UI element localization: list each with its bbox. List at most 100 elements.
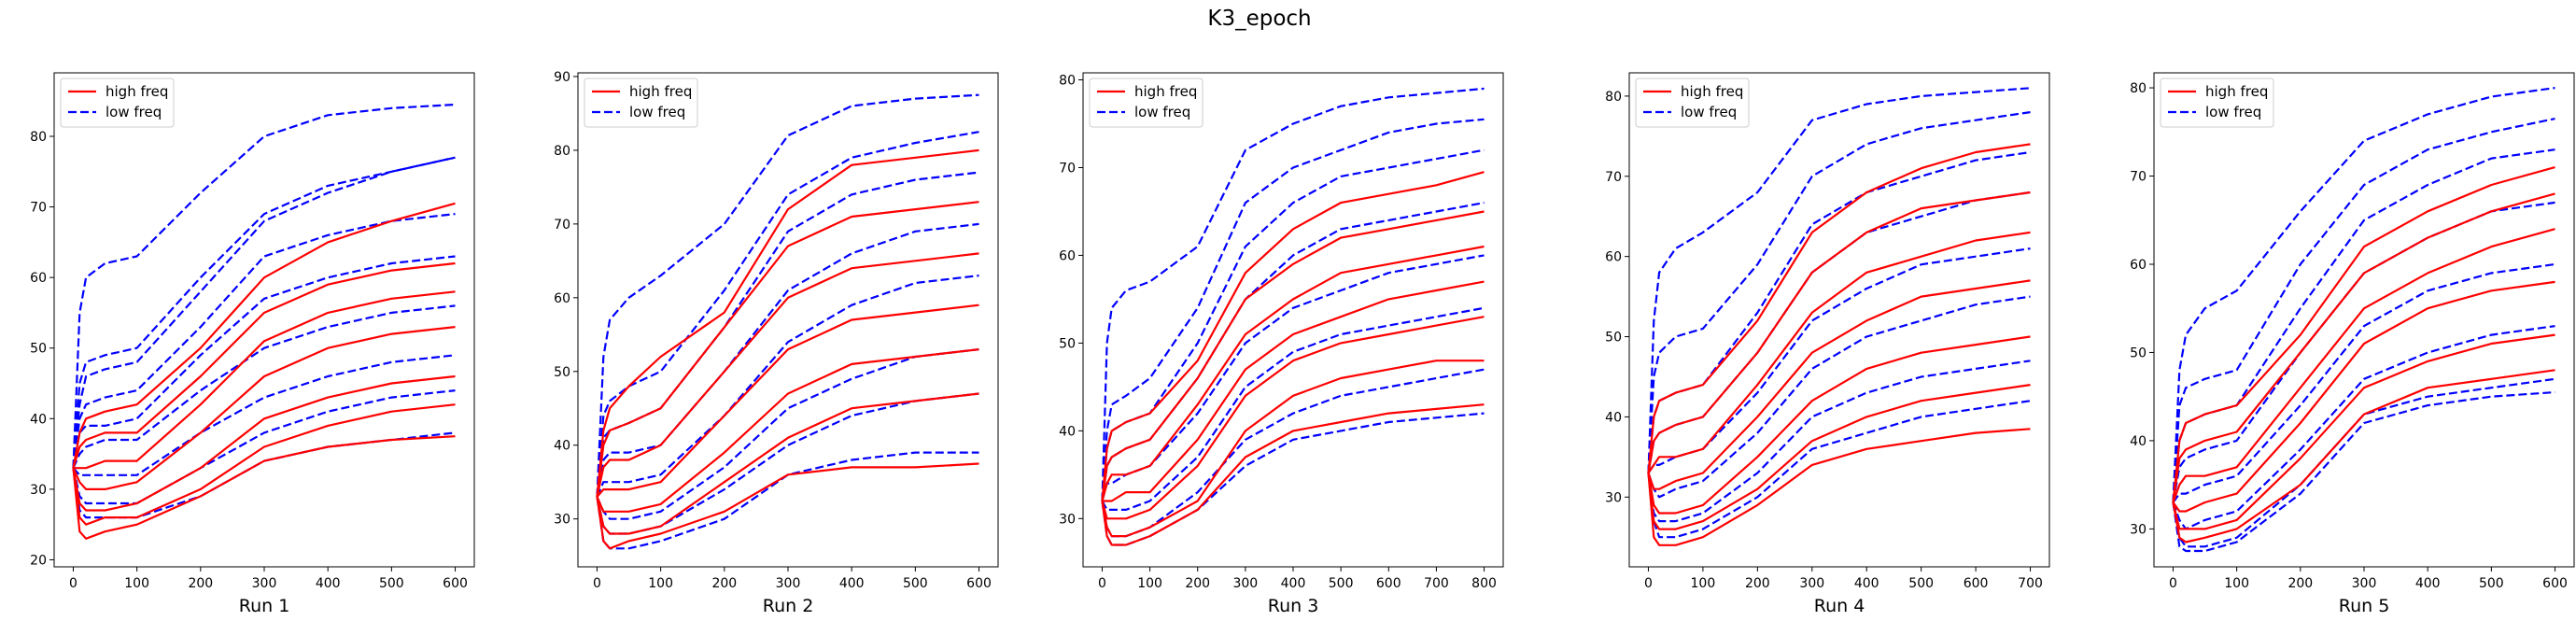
low-freq-line-4 bbox=[72, 213, 456, 469]
legend: high freq low freq bbox=[60, 78, 175, 128]
x-tick-label: 200 bbox=[711, 576, 737, 591]
y-tick-label: 40 bbox=[2130, 434, 2147, 449]
subplot-5: 0 100 200 300 400 500 600 30 40 50 60 70 80 Run 5 high… bbox=[2130, 72, 2575, 616]
x-axis-label: Run 2 bbox=[763, 596, 814, 616]
high-freq-line-14 bbox=[1647, 384, 2031, 530]
low-freq-line-2 bbox=[2172, 118, 2555, 503]
y-tick-label: 80 bbox=[1605, 90, 1622, 105]
y-tick-label: 70 bbox=[1059, 161, 1076, 176]
low-freq-line-2 bbox=[596, 131, 979, 498]
x-tick-label: 500 bbox=[1329, 576, 1354, 591]
low-freq-line-6 bbox=[596, 348, 979, 520]
high-freq-line-14 bbox=[596, 392, 979, 535]
low-freq-line-6 bbox=[72, 304, 456, 469]
x-tick-label: 100 bbox=[648, 576, 673, 591]
y-tick-label: 70 bbox=[2130, 170, 2147, 185]
x-tick-label: 100 bbox=[124, 576, 149, 591]
low-freq-line-7 bbox=[72, 354, 456, 476]
high-freq-line-9 bbox=[2172, 166, 2555, 503]
y-tick-label: 40 bbox=[1605, 410, 1622, 425]
y-tick-label: 60 bbox=[554, 291, 570, 306]
high-freq-line-13 bbox=[1647, 335, 2031, 515]
series-group bbox=[2172, 87, 2555, 553]
x-tick-label: 300 bbox=[1799, 576, 1824, 591]
series-group bbox=[596, 93, 979, 550]
low-freq-line-2 bbox=[1647, 111, 2031, 473]
y-tick-label: 30 bbox=[1059, 512, 1076, 527]
y-tick-label: 60 bbox=[2130, 258, 2147, 273]
high-freq-line-9 bbox=[596, 148, 979, 498]
legend: high freq low freq bbox=[2160, 78, 2274, 128]
high-freq-line-12 bbox=[596, 303, 979, 498]
low-freq-line-5 bbox=[72, 255, 456, 469]
y-tick-label: 80 bbox=[554, 144, 570, 159]
low-freq-line-7 bbox=[1647, 360, 2031, 523]
y-tick-label: 80 bbox=[30, 130, 47, 145]
high-freq-line-13 bbox=[2172, 333, 2555, 530]
y-tick-label: 30 bbox=[554, 513, 570, 528]
x-tick-label: 700 bbox=[1424, 576, 1449, 591]
y-tick-label: 50 bbox=[1605, 331, 1622, 346]
subplot-3: 0 100 200 300 400 500 600 700 800 30 40 50 60 70 80 Run… bbox=[1059, 72, 1504, 616]
y-tick-label: 80 bbox=[1059, 74, 1076, 89]
low-freq-line-3 bbox=[1101, 148, 1485, 501]
low-freq-line-6 bbox=[2172, 325, 2555, 530]
x-tick-label: 500 bbox=[2479, 576, 2504, 591]
x-tick-label: 400 bbox=[316, 576, 341, 591]
x-tick-label: 300 bbox=[252, 576, 277, 591]
x-axis-label: Run 5 bbox=[2339, 596, 2390, 616]
low-freq-line-5 bbox=[1101, 254, 1485, 501]
low-freq-line-1 bbox=[1101, 87, 1485, 501]
axes-frame bbox=[577, 72, 999, 568]
high-freq-line-15 bbox=[1101, 403, 1485, 546]
low-freq-line-3 bbox=[72, 156, 456, 469]
low-freq-line-2 bbox=[1101, 118, 1485, 501]
low-freq-line-7 bbox=[596, 392, 979, 535]
x-tick-label: 400 bbox=[2415, 576, 2441, 591]
high-freq-line-12 bbox=[1102, 280, 1485, 502]
high-freq-line-10 bbox=[1647, 191, 2031, 473]
x-tick-label: 100 bbox=[1137, 576, 1162, 591]
x-tick-label: 200 bbox=[1185, 576, 1210, 591]
high-freq-line-9 bbox=[1647, 143, 2031, 473]
low-freq-line-5 bbox=[2172, 262, 2555, 503]
legend-low-freq-label: low freq bbox=[1681, 104, 1737, 120]
y-tick-label: 70 bbox=[1605, 170, 1622, 185]
high-freq-line-14 bbox=[1101, 360, 1485, 538]
y-tick-label: 50 bbox=[2130, 346, 2147, 360]
y-tick-label: 50 bbox=[30, 342, 47, 357]
high-freq-line-11 bbox=[1647, 231, 2031, 474]
y-tick-label: 50 bbox=[1059, 336, 1076, 351]
legend: high freq low freq bbox=[1089, 78, 1204, 128]
x-tick-label: 500 bbox=[1908, 576, 1934, 591]
x-tick-label: 600 bbox=[966, 576, 992, 591]
low-freq-line-3 bbox=[2172, 148, 2555, 503]
x-tick-label: 200 bbox=[1745, 576, 1770, 591]
figure-title: K3_epoch bbox=[1207, 7, 1311, 31]
x-tick-label: 400 bbox=[1281, 576, 1306, 591]
low-freq-line-8 bbox=[1101, 412, 1485, 546]
x-tick-label: 400 bbox=[1854, 576, 1879, 591]
y-tick-label: 40 bbox=[30, 412, 47, 427]
high-freq-line-11 bbox=[596, 252, 979, 498]
high-freq-line-14 bbox=[2172, 369, 2555, 543]
legend-low-freq-label: low freq bbox=[106, 104, 162, 120]
high-freq-line-10 bbox=[596, 201, 979, 498]
legend-high-freq-label: high freq bbox=[2205, 83, 2268, 100]
subplot-1: 0 100 200 300 400 500 600 20 30 40 50 60 70 80 Run 1 hi… bbox=[30, 72, 475, 616]
low-freq-line-4 bbox=[1647, 191, 2031, 473]
high-freq-line-15 bbox=[596, 462, 979, 550]
high-freq-line-12 bbox=[73, 290, 456, 470]
legend-low-freq-label: low freq bbox=[629, 104, 685, 120]
low-freq-line-6 bbox=[1101, 306, 1485, 512]
legend: high freq low freq bbox=[1635, 78, 1750, 128]
x-tick-label: 0 bbox=[1098, 576, 1106, 591]
legend-high-freq-label: high freq bbox=[106, 83, 168, 100]
y-tick-label: 50 bbox=[554, 365, 570, 380]
low-freq-line-1 bbox=[2172, 87, 2555, 503]
x-tick-label: 800 bbox=[1471, 576, 1497, 591]
high-freq-line-12 bbox=[2172, 280, 2555, 513]
x-tick-label: 600 bbox=[1376, 576, 1401, 591]
x-tick-label: 500 bbox=[379, 576, 404, 591]
